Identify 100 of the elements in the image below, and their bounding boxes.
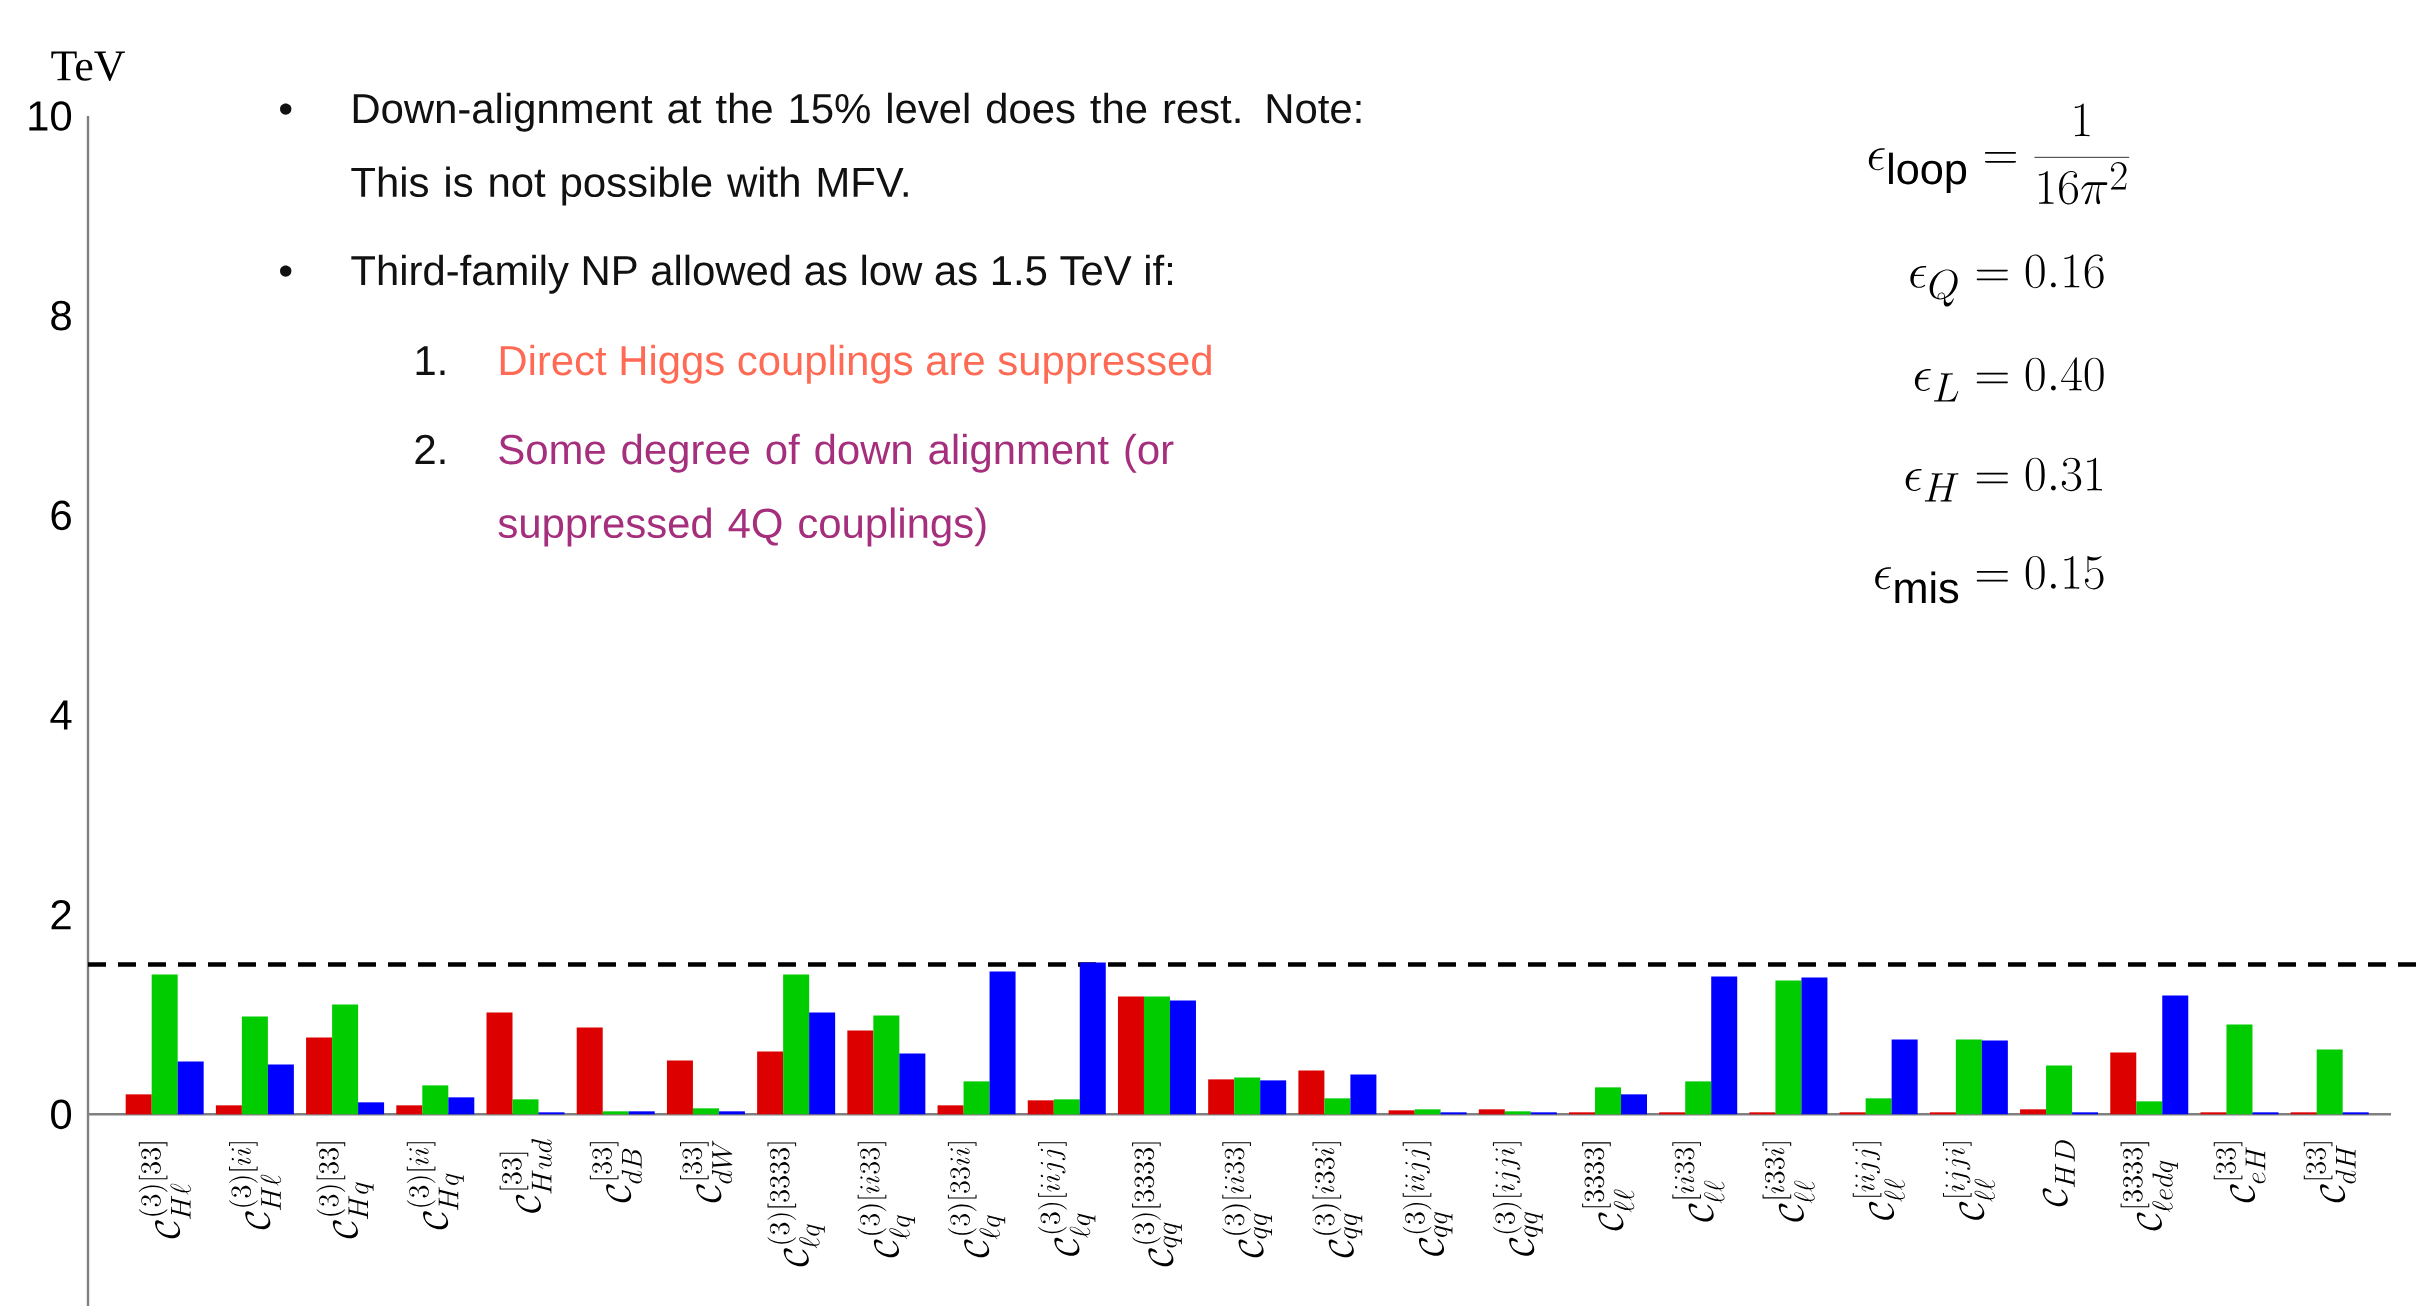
annotation: $\epsilon_{\mathrm{mis}} = 0.15$: [1875, 555, 2104, 604]
bar: [1027, 1100, 1054, 1115]
bar: [1621, 1094, 1648, 1115]
bar: [358, 1102, 385, 1115]
x-tick-label: $\mathcal{C}_{qq}^{(3)[ii33]}$: [1222, 1142, 1273, 1258]
y-axis-title: TeV: [51, 51, 125, 81]
bar: [422, 1085, 449, 1115]
bar: [1775, 980, 1802, 1115]
bar: [1659, 1112, 1686, 1115]
y-tick-label: 2: [51, 900, 71, 930]
bar: [1929, 1112, 1956, 1115]
bar: [2316, 1049, 2343, 1115]
bar: [1117, 996, 1144, 1115]
bar: [809, 1012, 836, 1115]
x-tick-label: $\mathcal{C}_{qq}^{(3)[3333]}$: [1132, 1142, 1182, 1267]
bar: [1595, 1087, 1622, 1115]
bar: [783, 974, 810, 1115]
bar: [448, 1097, 475, 1115]
annotation: 1.: [416, 346, 445, 375]
bar: [899, 1053, 926, 1115]
bar: [1865, 1098, 1892, 1115]
bar: [2226, 1024, 2253, 1115]
x-tick-label: $\mathcal{C}_{\ell q}^{(3)[ii33]}$: [857, 1142, 916, 1258]
bar: [2290, 1112, 2317, 1115]
bar: [718, 1111, 745, 1115]
x-tick-label: $\mathcal{C}_{HD}$: [2042, 1140, 2075, 1207]
bar: [396, 1105, 423, 1115]
bar: [1208, 1079, 1235, 1115]
bar: [1839, 1112, 1866, 1115]
bar: [538, 1112, 565, 1115]
bar: [2162, 995, 2189, 1115]
bar: [1234, 1077, 1261, 1115]
bar: [847, 1030, 874, 1115]
bar: [2200, 1112, 2227, 1115]
bar: [2072, 1112, 2099, 1115]
bar: [937, 1105, 964, 1115]
bar: [151, 974, 178, 1115]
annotation: Direct Higgs couplings are suppressed: [500, 344, 1211, 384]
bar: [692, 1108, 719, 1115]
bar: [602, 1111, 629, 1115]
x-tick-label: $\mathcal{C}_{dB}^{[33]}$: [589, 1142, 642, 1203]
bar: [1414, 1109, 1441, 1115]
bar: [628, 1111, 655, 1115]
x-tick-label: $\mathcal{C}_{H\ell}^{(3)[33]}$: [138, 1142, 191, 1239]
bar: [332, 1004, 359, 1115]
bar: [1324, 1098, 1351, 1115]
x-tick-label: $\mathcal{C}_{H\ell}^{(3)[ii]}$: [229, 1142, 282, 1230]
annotation: Some degree of down alignment (or suppressed 4Q couplings): [498, 433, 1174, 547]
y-tick-label: 6: [51, 500, 71, 531]
x-tick-label: $\mathcal{C}_{\ell edq}^{[3333]}$: [2120, 1142, 2178, 1231]
annotation: $\epsilon_H = 0.31$: [1905, 457, 2102, 502]
bar: [1891, 1039, 1918, 1115]
annotation: •: [280, 265, 292, 277]
x-tick-label: $\mathcal{C}_{\ell\ell}^{[ijji]}$: [1942, 1142, 1996, 1220]
bar: [486, 1012, 513, 1115]
bar: [1298, 1070, 1325, 1115]
bar: [1440, 1112, 1467, 1115]
bar: [757, 1051, 784, 1115]
annotation: Third-family NP allowed as low as 1.5 TeV if:: [351, 254, 1172, 294]
bar: [267, 1064, 294, 1115]
bar: [576, 1027, 603, 1115]
bar: [989, 971, 1016, 1115]
bar: [2046, 1065, 2073, 1115]
annotation: $\epsilon_Q = 0.16$: [1910, 254, 2104, 307]
bar: [1169, 1000, 1196, 1115]
bar: [1388, 1110, 1415, 1115]
x-tick-label: $\mathcal{C}_{\ell q}^{(3)[33ii]}$: [947, 1142, 1006, 1258]
x-tick-label: $\mathcal{C}_{\ell\ell}^{[3333]}$: [1582, 1142, 1635, 1231]
bar: [1053, 1099, 1080, 1115]
x-tick-label: $\mathcal{C}_{\ell q}^{(3)[3333]}$: [767, 1142, 825, 1267]
bar: [512, 1099, 539, 1115]
bar: [1079, 962, 1106, 1115]
bar: [1350, 1074, 1377, 1115]
bar: [1478, 1109, 1505, 1115]
x-tick-label: $\mathcal{C}_{eH}^{[33]}$: [2213, 1142, 2266, 1203]
bar: [2136, 1101, 2163, 1115]
bar: [1569, 1112, 1596, 1115]
bar: [1685, 1081, 1712, 1115]
bar: [215, 1105, 242, 1115]
bar: [1749, 1112, 1776, 1115]
x-tick-label: $\mathcal{C}_{\ell\ell}^{[i33i]}$: [1762, 1142, 1815, 1222]
bar: [963, 1081, 990, 1115]
bar: [1143, 996, 1170, 1115]
annotation: $\epsilon_{\mathrm{loop}} = \frac{1}{16\pi^2}$: [1868, 103, 2130, 205]
annotation: $\epsilon_L = 0.40$: [1914, 357, 2104, 402]
annotation: Down-alignment at the 15% level does the rest. Note: This is not possible with MFV.: [351, 92, 1361, 206]
x-tick-label: $\mathcal{C}_{\ell\ell}^{[iijj]}$: [1852, 1142, 1905, 1220]
bar: [2252, 1112, 2279, 1115]
y-tick-label: 10: [29, 101, 72, 131]
bar: [1981, 1040, 2008, 1115]
y-tick-label: 0: [51, 1099, 72, 1130]
bar: [2342, 1112, 2369, 1115]
x-tick-label: $\mathcal{C}_{dW}^{[33]}$: [680, 1140, 733, 1203]
text: •: [280, 103, 292, 115]
x-tick-label: $\mathcal{C}_{qq}^{(3)[i33i]}$: [1312, 1142, 1363, 1258]
bar: [1955, 1039, 1982, 1115]
bar: [306, 1037, 333, 1115]
annotation: 2.: [415, 434, 445, 464]
x-tick-label: $\mathcal{C}_{\ell q}^{(3)[iijj]}$: [1038, 1142, 1096, 1256]
bar: [2020, 1109, 2047, 1115]
